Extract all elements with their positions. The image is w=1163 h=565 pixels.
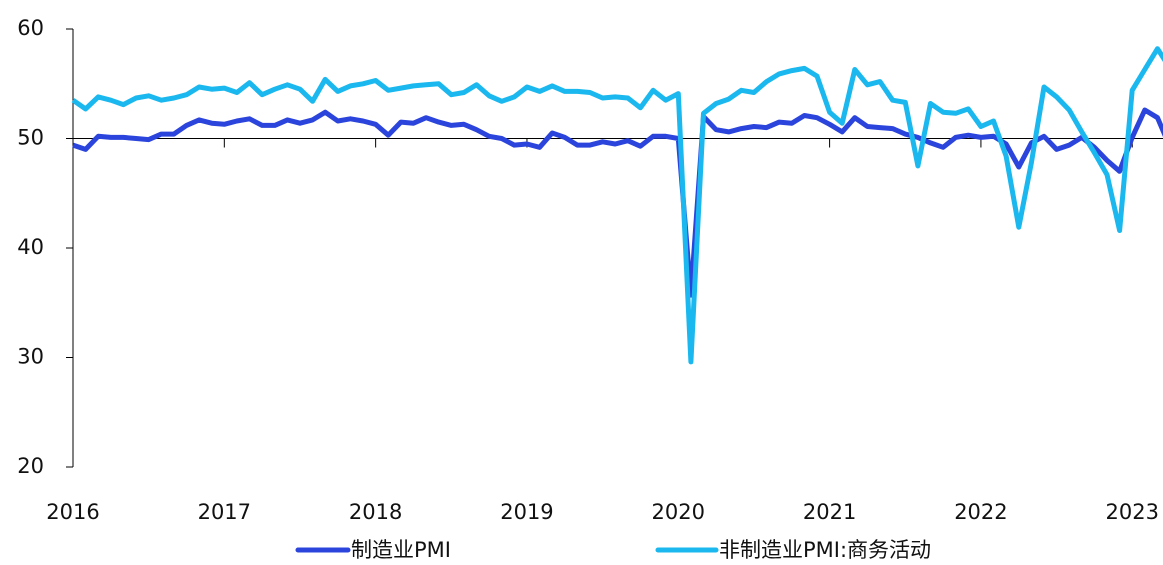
x-tick-label: 2019 <box>500 500 553 524</box>
series-line <box>71 46 1163 365</box>
x-tick-label: 2017 <box>198 500 251 524</box>
y-tick-label: 60 <box>17 16 44 40</box>
series-line <box>72 107 1163 298</box>
x-tick-label: 2020 <box>652 500 705 524</box>
legend-label: 制造业PMI <box>351 538 451 562</box>
x-tick-label: 2018 <box>349 500 402 524</box>
y-tick-label: 50 <box>17 126 44 150</box>
y-tick-label: 20 <box>17 454 44 478</box>
x-tick-label: 2016 <box>46 500 99 524</box>
legend-label: 非制造业PMI:商务活动 <box>719 538 931 562</box>
y-tick-label: 40 <box>17 235 44 259</box>
y-tick-label: 30 <box>17 345 44 369</box>
x-tick-label: 2023 <box>1106 500 1159 524</box>
x-tick-label: 2022 <box>954 500 1007 524</box>
plot-area <box>71 46 1163 365</box>
x-tick-label: 2021 <box>803 500 856 524</box>
legend: 制造业PMI 非制造业PMI:商务活动 <box>295 538 931 562</box>
